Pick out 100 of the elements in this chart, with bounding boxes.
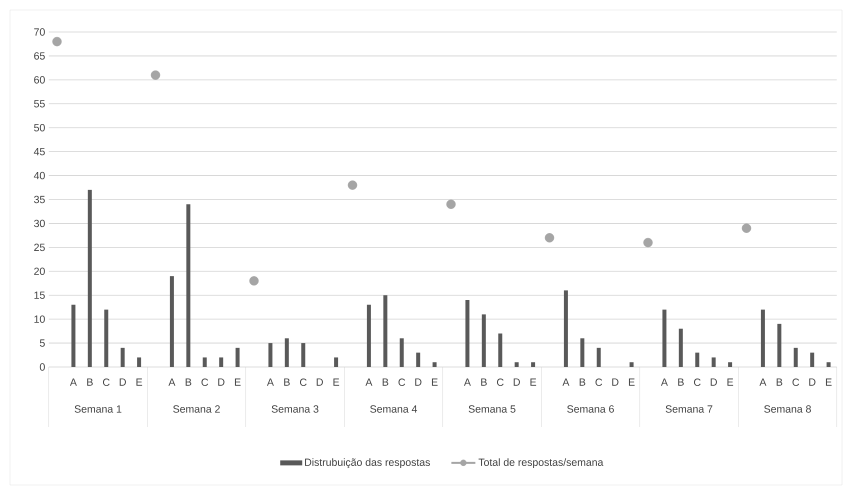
text: Semana 2 xyxy=(173,405,220,413)
x-tick-label: C xyxy=(202,378,208,386)
bar xyxy=(810,352,814,367)
x-tick-label: D xyxy=(415,378,422,386)
x-tick-label: E xyxy=(234,378,241,386)
bar xyxy=(71,304,76,367)
x-tick-label: B xyxy=(382,378,388,386)
text: Semana 7 xyxy=(666,405,712,413)
point xyxy=(643,238,653,248)
bar xyxy=(498,334,502,367)
y-tick-label: 10 xyxy=(34,315,45,323)
bar xyxy=(432,362,437,367)
y-tick-label: 70 xyxy=(34,28,45,36)
text: Semana 8 xyxy=(764,405,811,413)
x-tick-label: D xyxy=(809,378,816,386)
bar xyxy=(531,362,536,367)
x-tick-label: E xyxy=(727,378,734,386)
text: Semana 4 xyxy=(370,405,418,413)
x-tick-label: A xyxy=(70,378,77,386)
legend-label: Distrubuição das respostas xyxy=(305,458,430,468)
point xyxy=(446,200,456,209)
y-tick-label: 55 xyxy=(34,100,45,108)
bar xyxy=(826,362,831,367)
x-tick-label: D xyxy=(710,378,717,386)
x-tick-label: C xyxy=(300,378,307,386)
bar xyxy=(88,190,92,367)
x-tick-label: E xyxy=(136,378,142,386)
bar xyxy=(236,348,240,367)
x-tick-label: C xyxy=(103,378,110,386)
text: Semana 5 xyxy=(468,405,516,413)
y-tick-label: 35 xyxy=(34,196,45,204)
x-tick-label: B xyxy=(284,378,290,386)
y-tick-label: 60 xyxy=(34,76,45,84)
text: Semana 3 xyxy=(272,405,318,413)
x-tick-label: B xyxy=(580,378,586,386)
x-tick-label: A xyxy=(759,378,766,386)
x-tick-label: E xyxy=(628,378,635,386)
bar xyxy=(284,338,289,367)
point xyxy=(742,224,752,233)
bar xyxy=(760,310,765,367)
bar xyxy=(383,295,388,367)
text: Semana 6 xyxy=(567,405,614,413)
bar xyxy=(596,348,601,367)
y-tick-label: 40 xyxy=(34,172,45,180)
bar xyxy=(301,343,306,367)
bar xyxy=(137,357,142,367)
bar xyxy=(104,310,108,367)
bar xyxy=(678,328,683,367)
x-tick-label: B xyxy=(776,378,782,386)
x-tick-label: D xyxy=(316,378,323,386)
bar xyxy=(268,343,272,367)
bar xyxy=(334,357,338,367)
x-tick-label: D xyxy=(120,378,126,386)
point xyxy=(249,276,259,286)
y-tick-label: 15 xyxy=(34,292,45,299)
x-tick-label: A xyxy=(365,378,372,386)
bar xyxy=(465,300,470,367)
x-tick-label: D xyxy=(612,378,618,386)
bar xyxy=(400,338,404,367)
bar xyxy=(712,357,716,367)
point xyxy=(544,233,554,242)
x-tick-label: E xyxy=(826,378,832,386)
bar xyxy=(514,362,519,367)
bar xyxy=(120,348,125,367)
bar xyxy=(580,338,584,367)
bar xyxy=(416,352,420,367)
bar xyxy=(777,324,782,367)
y-tick-label: 45 xyxy=(34,148,45,156)
x-tick-label: D xyxy=(514,378,520,386)
bar xyxy=(482,314,486,367)
x-tick-label: A xyxy=(562,378,570,386)
x-tick-label: B xyxy=(186,378,192,386)
bar xyxy=(630,362,634,367)
x-tick-label: A xyxy=(660,378,668,386)
y-tick-label: 5 xyxy=(40,339,45,347)
x-tick-label: E xyxy=(333,378,340,386)
y-tick-label: 30 xyxy=(34,220,45,228)
bar xyxy=(728,362,732,367)
bar xyxy=(662,310,666,367)
y-tick-label: 25 xyxy=(34,244,45,252)
bar xyxy=(564,290,568,367)
x-tick-label: A xyxy=(266,378,274,386)
bar xyxy=(186,204,190,367)
point xyxy=(348,180,358,190)
x-tick-label: B xyxy=(678,378,684,386)
x-tick-label: E xyxy=(530,378,536,386)
bar xyxy=(794,348,798,367)
x-tick-label: B xyxy=(481,378,487,386)
x-tick-label: B xyxy=(87,378,93,386)
y-tick-label: 20 xyxy=(34,268,45,275)
x-tick-label: C xyxy=(497,378,504,386)
x-tick-label: C xyxy=(792,378,800,386)
x-tick-label: C xyxy=(398,378,406,386)
bar xyxy=(202,357,207,367)
bar xyxy=(170,276,174,367)
x-tick-label: D xyxy=(218,378,224,386)
y-tick-label: 65 xyxy=(34,52,45,60)
text: Semana 1 xyxy=(74,405,122,413)
x-tick-label: C xyxy=(596,378,602,386)
legend-label: Total de respostas/semana xyxy=(478,458,604,468)
